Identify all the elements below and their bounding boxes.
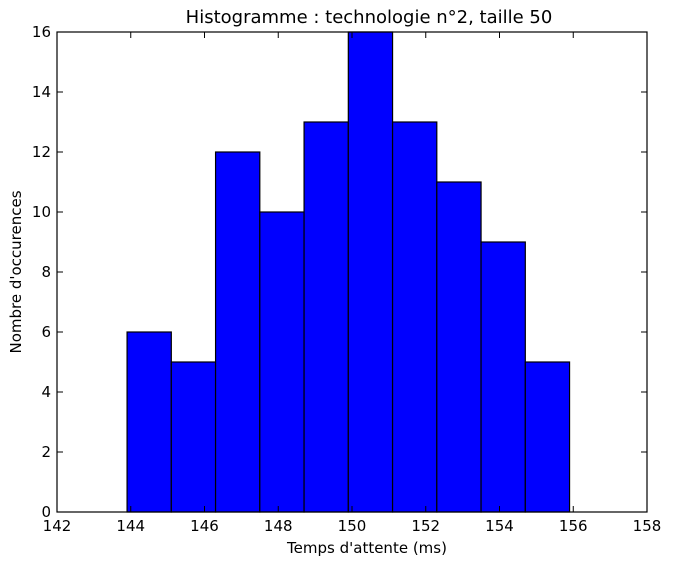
y-tick-label: 4 <box>41 383 51 401</box>
histogram-bars <box>126 31 571 513</box>
histogram-bar <box>126 331 172 513</box>
y-tick-label: 10 <box>32 203 51 221</box>
y-tick-label: 12 <box>32 143 51 161</box>
x-tick-label: 156 <box>559 517 588 535</box>
histogram-bar <box>391 121 438 513</box>
y-tick-label: 6 <box>41 323 51 341</box>
histogram-bar <box>214 151 261 513</box>
x-tick-label: 142 <box>43 517 72 535</box>
y-tick-label: 2 <box>41 443 51 461</box>
x-tick-label: 152 <box>411 517 440 535</box>
x-tick-label: 146 <box>190 517 219 535</box>
histogram-bar <box>303 121 349 513</box>
x-tick-label: 158 <box>633 517 662 535</box>
plot-frame <box>56 31 648 513</box>
histogram-bar <box>480 241 526 513</box>
x-tick-label: 144 <box>116 517 145 535</box>
y-tick-label: 14 <box>32 83 51 101</box>
histogram-bar <box>170 361 217 513</box>
histogram-bar <box>436 181 482 513</box>
axis-ticks: 142 144 146 148 150 152 154 156 158 0 2 4 6 8 10 12 14 16 <box>32 23 661 535</box>
x-tick-label: 150 <box>338 517 367 535</box>
y-axis-label: Nombre d'occurences <box>7 190 25 353</box>
x-axis-label: Temps d'attente (ms) <box>286 539 447 557</box>
histogram-bar <box>524 361 571 513</box>
x-tick-label: 154 <box>485 517 514 535</box>
histogram-bar <box>259 211 305 513</box>
chart-title: Histogramme : technologie n°2, taille 50 <box>186 7 553 28</box>
x-tick-label: 148 <box>264 517 293 535</box>
histogram-bar <box>347 31 394 513</box>
y-tick-label: 0 <box>41 503 51 521</box>
y-tick-label: 8 <box>41 263 51 281</box>
y-tick-label: 16 <box>32 23 51 41</box>
